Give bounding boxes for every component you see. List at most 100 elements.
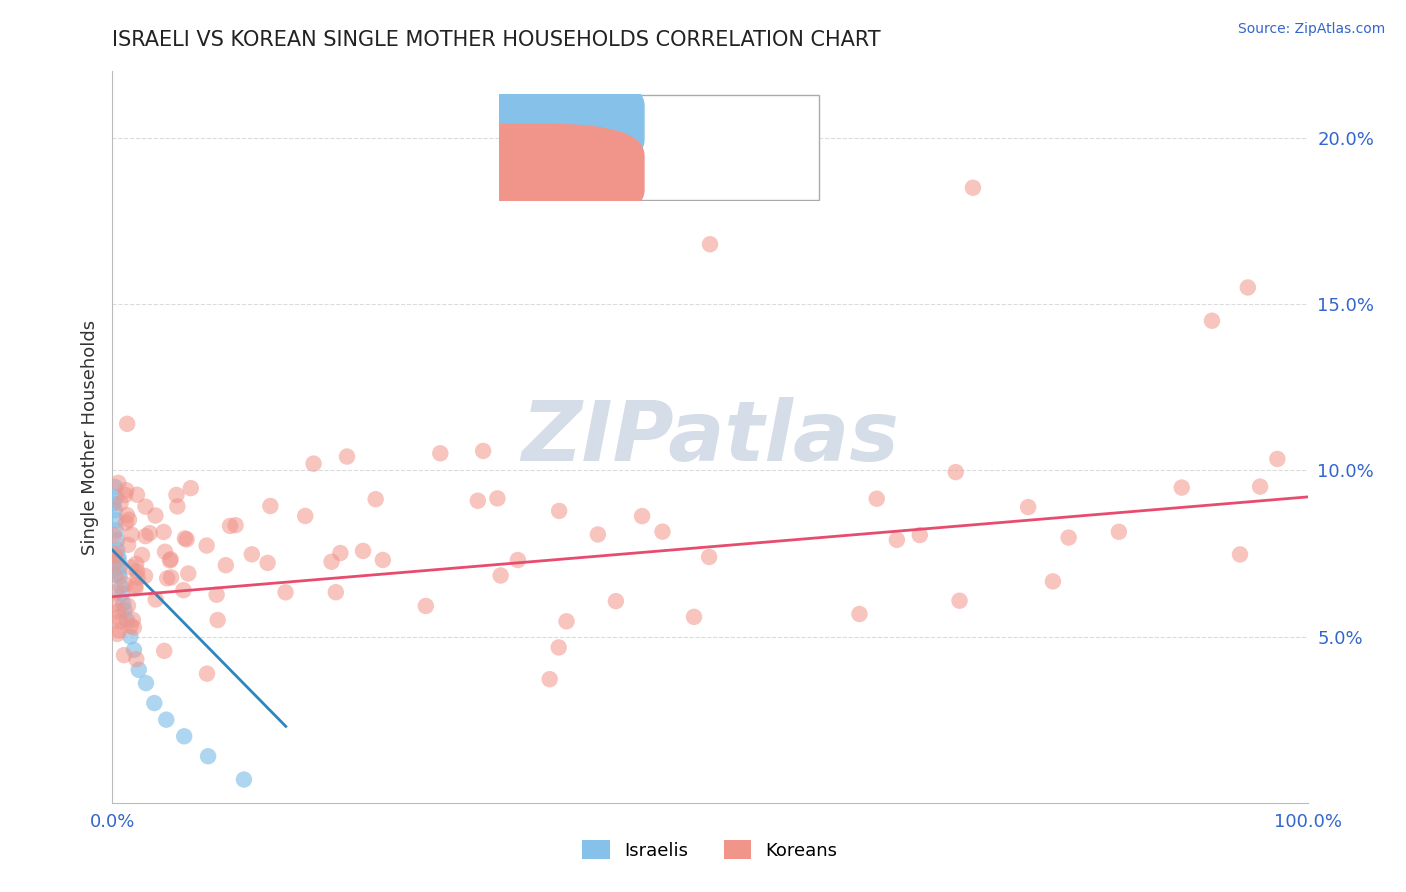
Point <box>105 513 128 527</box>
Point <box>256 556 278 570</box>
Point <box>112 648 135 662</box>
Point <box>153 545 176 559</box>
Point <box>336 450 359 464</box>
Point <box>274 585 297 599</box>
Point <box>329 546 352 560</box>
Point <box>1057 531 1080 545</box>
Point <box>651 524 673 539</box>
Point <box>177 566 200 581</box>
Point <box>107 475 129 490</box>
Point <box>115 483 138 498</box>
Point <box>105 533 128 548</box>
Point <box>104 480 127 494</box>
Point <box>240 547 263 561</box>
Text: 112: 112 <box>733 164 766 182</box>
Point <box>538 672 561 686</box>
Point <box>205 588 228 602</box>
Text: ISRAELI VS KOREAN SINGLE MOTHER HOUSEHOLDS CORRELATION CHART: ISRAELI VS KOREAN SINGLE MOTHER HOUSEHOL… <box>112 30 882 50</box>
Point <box>848 607 870 621</box>
FancyBboxPatch shape <box>412 73 644 172</box>
Point <box>115 613 138 627</box>
Point <box>145 592 167 607</box>
FancyBboxPatch shape <box>412 124 644 222</box>
Point <box>107 553 129 567</box>
Text: ZIPatlas: ZIPatlas <box>522 397 898 477</box>
Point <box>114 488 136 502</box>
Point <box>1267 451 1289 466</box>
Point <box>165 488 187 502</box>
Point <box>127 571 149 585</box>
FancyBboxPatch shape <box>502 95 820 200</box>
Point <box>104 549 127 563</box>
Point <box>886 533 908 547</box>
Point <box>138 526 160 541</box>
Point <box>1201 314 1223 328</box>
Point <box>683 610 706 624</box>
Point <box>429 446 451 460</box>
Point <box>195 666 218 681</box>
Point <box>159 552 181 566</box>
Point <box>325 585 347 599</box>
Point <box>105 490 128 504</box>
Point <box>124 578 146 592</box>
Point <box>117 599 139 613</box>
Point <box>173 729 195 743</box>
Point <box>225 518 247 533</box>
Point <box>122 620 145 634</box>
Point <box>155 713 177 727</box>
Point <box>586 527 609 541</box>
Point <box>506 553 529 567</box>
Point <box>166 500 188 514</box>
Point <box>134 569 156 583</box>
Point <box>176 533 198 547</box>
Point <box>1229 548 1251 562</box>
Legend: Israelis, Koreans: Israelis, Koreans <box>575 833 845 867</box>
Point <box>103 528 125 542</box>
Point <box>112 596 135 610</box>
Point <box>131 548 153 562</box>
Point <box>371 553 394 567</box>
Point <box>135 529 157 543</box>
Point <box>631 509 654 524</box>
Point <box>489 568 512 582</box>
Point <box>233 772 256 787</box>
Text: -0.438: -0.438 <box>603 113 661 131</box>
Point <box>114 516 136 530</box>
Point <box>207 613 229 627</box>
Point <box>215 558 238 573</box>
Point <box>259 499 281 513</box>
Point <box>699 237 721 252</box>
Point <box>697 549 720 564</box>
Point <box>172 583 194 598</box>
Point <box>160 570 183 584</box>
Point <box>110 615 132 629</box>
Point <box>1249 480 1271 494</box>
Point <box>110 496 132 510</box>
Point <box>117 538 139 552</box>
Point <box>143 696 166 710</box>
Point <box>467 493 489 508</box>
Point <box>122 643 145 657</box>
Point <box>364 492 387 507</box>
Text: N =: N = <box>693 113 733 131</box>
Point <box>415 599 437 613</box>
Point <box>1237 280 1260 294</box>
Point <box>105 555 128 569</box>
Text: Source: ZipAtlas.com: Source: ZipAtlas.com <box>1237 22 1385 37</box>
Point <box>486 491 509 506</box>
Point <box>125 652 148 666</box>
Point <box>352 544 374 558</box>
Point <box>152 524 174 539</box>
Point <box>107 549 129 564</box>
Point <box>948 593 970 607</box>
Point <box>104 547 127 561</box>
Point <box>156 571 179 585</box>
Text: R =: R = <box>561 113 599 131</box>
Point <box>107 566 129 581</box>
Point <box>180 481 202 495</box>
Point <box>105 543 128 558</box>
Y-axis label: Single Mother Households: Single Mother Households <box>80 319 98 555</box>
Point <box>135 676 157 690</box>
Point <box>1171 481 1194 495</box>
Point <box>105 627 128 641</box>
